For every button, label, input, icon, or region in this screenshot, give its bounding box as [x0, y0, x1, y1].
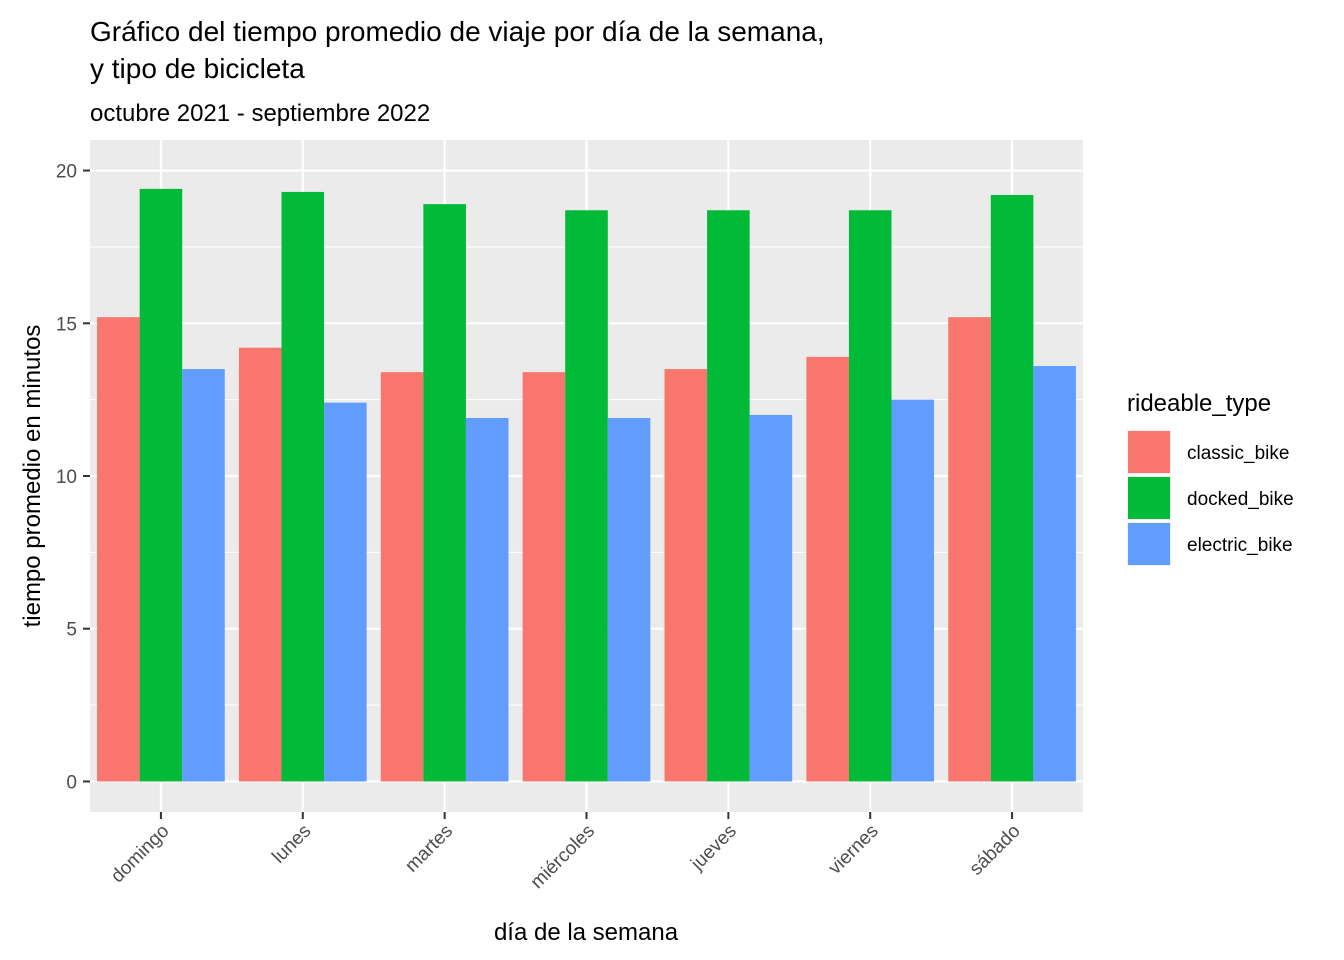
chart-title-line-1: Gráfico del tiempo promedio de viaje por…: [90, 16, 825, 47]
bar-docked_bike-miércoles: [565, 210, 608, 782]
bar-electric_bike-viernes: [891, 399, 935, 782]
bar-docked_bike-martes: [423, 204, 466, 782]
bar-classic_bike-sábado: [948, 317, 991, 782]
y-axis: 0 5 10 15 20: [56, 162, 90, 793]
x-tick-label: domingo: [107, 821, 173, 887]
chart-title-block: Gráfico del tiempo promedio de viaje por…: [90, 16, 825, 127]
legend-title: rideable_type: [1127, 390, 1271, 417]
x-tick-label: lunes: [268, 821, 315, 868]
y-tick-label: 20: [56, 162, 77, 183]
bar-classic_bike-jueves: [664, 369, 708, 782]
chart-title-line-2: y tipo de bicicleta: [90, 53, 305, 84]
bars: [97, 188, 1076, 782]
bar-docked_bike-viernes: [848, 210, 892, 782]
bar-classic_bike-miércoles: [522, 372, 566, 782]
y-tick-label: 0: [66, 772, 77, 793]
legend-key-classic_bike: [1128, 431, 1170, 473]
bar-classic_bike-lunes: [238, 347, 282, 782]
y-tick-label: 10: [56, 467, 77, 488]
bar-docked_bike-domingo: [139, 188, 183, 782]
chart-subtitle: octubre 2021 - septiembre 2022: [90, 100, 430, 127]
legend: rideable_type classic_bike docked_bikeele…: [1127, 390, 1294, 566]
bar-electric_bike-domingo: [182, 369, 225, 782]
bar-classic_bike-viernes: [806, 356, 849, 782]
bar-docked_bike-jueves: [707, 210, 750, 782]
x-tick-label: miércoles: [527, 821, 599, 893]
y-tick-label: 5: [66, 620, 77, 641]
bar-electric_bike-miércoles: [607, 417, 651, 782]
bar-classic_bike-domingo: [97, 317, 140, 782]
y-axis-title: tiempo promedio en minutos: [19, 325, 46, 628]
bar-electric_bike-lunes: [324, 402, 367, 782]
bar-electric_bike-sábado: [1033, 366, 1076, 782]
legend-label-docked_bike: docked_bike: [1187, 489, 1294, 510]
x-tick-label: viernes: [825, 821, 883, 879]
legend-key-docked_bike: [1128, 477, 1170, 519]
bar-electric_bike-martes: [465, 417, 509, 782]
legend-label-electric_bike: electric_bike: [1187, 535, 1293, 556]
y-tick-label: 15: [56, 314, 77, 335]
bar-docked_bike-lunes: [281, 191, 325, 782]
x-tick-label: sábado: [966, 821, 1025, 880]
x-axis-title: día de la semana: [494, 919, 679, 946]
bar-docked_bike-sábado: [990, 194, 1034, 782]
x-tick-label: jueves: [687, 821, 741, 875]
legend-label-classic_bike: classic_bike: [1187, 443, 1289, 464]
x-axis: domingo lunes martes miércoles jueves viernes…: [107, 812, 1025, 893]
bar-classic_bike-martes: [380, 372, 424, 782]
bar-electric_bike-jueves: [749, 414, 793, 782]
legend-key-electric_bike: [1128, 523, 1170, 565]
x-tick-label: martes: [401, 821, 457, 877]
